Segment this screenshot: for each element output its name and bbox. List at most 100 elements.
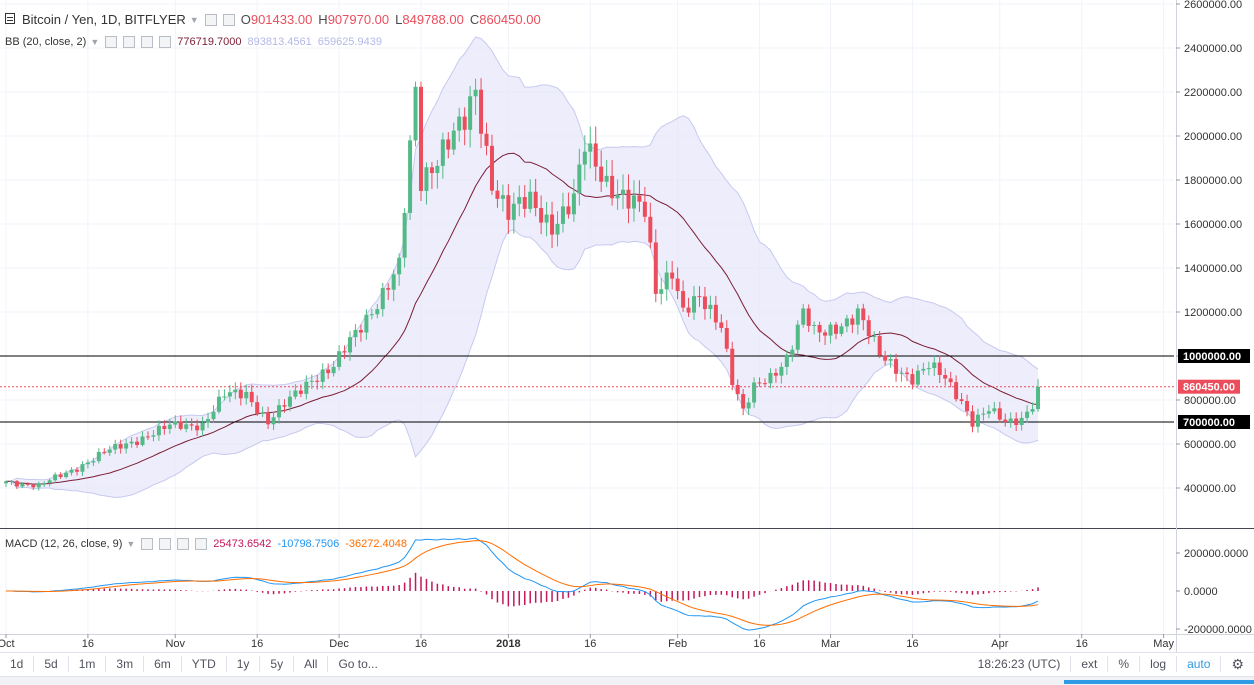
range-1d[interactable]: 1d — [0, 656, 35, 672]
range-3m[interactable]: 3m — [106, 656, 145, 672]
range-1m[interactable]: 1m — [69, 656, 107, 672]
candle-body — [511, 203, 516, 220]
eye-icon[interactable] — [141, 538, 154, 550]
chevron-down-icon[interactable]: ▼ — [126, 539, 136, 549]
candle-body — [331, 366, 336, 374]
macd-axis-label: 200000.0000 — [1184, 548, 1248, 560]
settings-icon[interactable] — [222, 13, 235, 26]
candle-body — [58, 474, 63, 478]
close-icon[interactable] — [159, 36, 172, 48]
candle-body — [517, 197, 522, 204]
candle-body — [888, 359, 893, 361]
settings-icon[interactable] — [159, 538, 172, 550]
auto-toggle[interactable]: auto — [1177, 656, 1222, 672]
price-axis-label: 1400000.00 — [1184, 263, 1242, 275]
candle-body — [451, 130, 456, 150]
candle-body — [642, 201, 647, 217]
candle-body — [593, 143, 598, 167]
high-label: H907970.00 — [318, 12, 390, 27]
candle-body — [315, 380, 320, 382]
candle-body — [500, 195, 505, 199]
range-ytd[interactable]: YTD — [182, 656, 227, 672]
candle-body — [1025, 411, 1030, 418]
candle-body — [894, 359, 899, 374]
candle-body — [468, 96, 473, 130]
candle-body — [615, 194, 620, 199]
candle-body — [801, 308, 806, 325]
candle-body — [621, 189, 626, 195]
candle-body — [364, 314, 369, 333]
candle-body — [9, 481, 14, 483]
candle-body — [992, 408, 997, 412]
candle-body — [653, 242, 658, 294]
candle-body — [53, 474, 58, 481]
time-axis-label: Nov — [165, 638, 185, 650]
ext-toggle[interactable]: ext — [1071, 656, 1109, 672]
symbol-title[interactable]: Bitcoin / Yen, 1D, BITFLYER — [22, 12, 186, 27]
time-axis-label: 16 — [906, 638, 918, 650]
candle-body — [610, 175, 615, 199]
candle-body — [899, 372, 904, 374]
candle-body — [544, 214, 549, 223]
candle-body — [1003, 419, 1008, 423]
candle-body — [189, 424, 194, 426]
price-axis-label: 2200000.00 — [1184, 87, 1242, 99]
time-axis-label: Feb — [668, 638, 687, 650]
candle-body — [216, 396, 221, 412]
candle-body — [118, 444, 123, 449]
range-1y[interactable]: 1y — [227, 656, 261, 672]
candle-body — [866, 320, 871, 337]
candle-body — [872, 336, 877, 338]
candle-body — [479, 89, 484, 134]
candle-body — [80, 464, 85, 472]
macd-label[interactable]: MACD (12, 26, close, 9) — [5, 538, 123, 550]
log-toggle[interactable]: log — [1140, 656, 1178, 672]
candle-body — [588, 143, 593, 152]
range-all[interactable]: All — [294, 656, 329, 672]
candle-body — [42, 482, 47, 484]
scroll-indicator[interactable] — [1064, 680, 1254, 684]
close-icon[interactable] — [195, 538, 208, 550]
bb-label[interactable]: BB (20, close, 2) — [5, 36, 87, 48]
time-axis-label: 16 — [82, 638, 94, 650]
candle-body — [391, 274, 396, 290]
candle-body — [167, 424, 172, 429]
menu-icon[interactable] — [5, 13, 15, 24]
chevron-down-icon[interactable]: ▼ — [189, 14, 199, 25]
candle-body — [309, 380, 314, 382]
candle-body — [631, 195, 636, 209]
settings-icon[interactable] — [123, 36, 136, 48]
candle-body — [145, 436, 150, 438]
percent-toggle[interactable]: % — [1108, 656, 1141, 672]
range-5d[interactable]: 5d — [34, 656, 69, 672]
candle-body — [533, 191, 538, 209]
range-6m[interactable]: 6m — [144, 656, 182, 672]
candle-body — [462, 116, 467, 130]
candle-body — [397, 257, 402, 275]
candle-body — [233, 389, 238, 393]
candle-body — [156, 425, 161, 436]
gear-icon[interactable]: ⚙ — [1231, 656, 1244, 672]
range-5y[interactable]: 5y — [260, 656, 295, 672]
eye-icon[interactable] — [105, 36, 118, 48]
candle-body — [337, 351, 342, 367]
candle-body — [244, 391, 249, 399]
goto-button[interactable]: Go to... — [338, 657, 378, 671]
clock-time[interactable]: 18:26:23 (UTC) — [968, 656, 1072, 672]
candle-body — [282, 405, 287, 407]
candle-body — [577, 164, 582, 194]
candle-body — [741, 394, 746, 409]
candle-body — [779, 366, 784, 376]
chevron-down-icon[interactable]: ▼ — [90, 37, 100, 47]
source-icon[interactable] — [177, 538, 190, 550]
candle-body — [413, 86, 418, 141]
price-chart[interactable]: 2600000.00 2400000.00 2200000.00 2000000.00… — [0, 0, 1254, 652]
candle-body — [566, 206, 571, 215]
bottom-strip — [0, 676, 1254, 685]
candle-body — [664, 272, 669, 290]
candle-body — [1019, 417, 1024, 425]
eye-icon[interactable] — [204, 13, 217, 26]
price-axis-label: 2600000.00 — [1184, 0, 1242, 11]
source-icon[interactable] — [141, 36, 154, 48]
time-axis-label: Apr — [991, 638, 1008, 650]
